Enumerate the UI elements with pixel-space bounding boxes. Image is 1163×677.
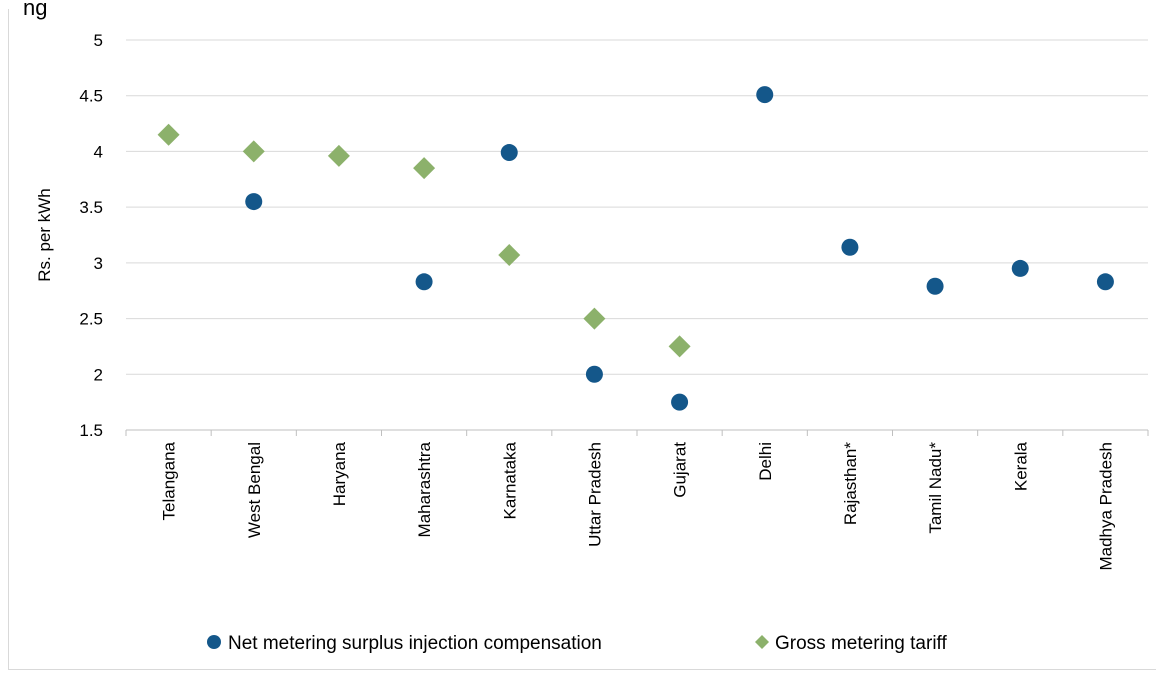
y-tick-label: 3 [94, 254, 103, 273]
data-points [157, 86, 1114, 411]
x-category-label: Kerala [1011, 441, 1030, 491]
y-tick-label: 4 [94, 142, 103, 161]
net-metering-point [245, 193, 263, 211]
legend-label-gross-metering: Gross metering tariff [775, 633, 947, 654]
gridlines [126, 39, 1148, 375]
y-axis-label: Rs. per kWh [35, 188, 54, 282]
y-axis-ticks: 1.5 2 2.5 3 3.5 4 4.5 5 [79, 31, 103, 440]
y-tick-label: 2.5 [79, 310, 103, 329]
legend: Net metering surplus injection compensat… [207, 633, 947, 654]
legend-label-net-metering: Net metering surplus injection compensat… [228, 633, 602, 654]
net-metering-point [756, 86, 774, 104]
gross-metering-point [498, 244, 521, 267]
gross-metering-point [583, 307, 606, 330]
x-category-label: Maharashtra [415, 441, 434, 537]
x-category-label: Uttar Pradesh [585, 442, 604, 547]
chart-title-fragment: ng [23, 0, 48, 20]
net-metering-point [926, 277, 944, 295]
x-axis-categories: Telangana West Bengal Haryana Maharashtra Ka… [125, 430, 1149, 571]
net-metering-point [500, 144, 518, 162]
x-category-label: Haryana [330, 441, 349, 506]
net-metering-point [1096, 273, 1114, 291]
gross-metering-point [157, 123, 180, 146]
y-tick-label: 2 [94, 365, 103, 384]
legend-marker-gross-metering [755, 635, 769, 649]
legend-marker-net-metering [207, 635, 221, 649]
x-category-label: Gujarat [671, 442, 690, 498]
chart-frame: ng [8, 0, 1156, 670]
net-metering-point [415, 273, 433, 291]
x-category-label: Tamil Nadu* [926, 442, 945, 534]
gross-metering-point [242, 140, 265, 163]
x-category-label: Rajasthan* [841, 442, 860, 526]
x-category-label: West Bengal [245, 442, 264, 538]
gross-metering-point [327, 144, 350, 167]
y-tick-label: 5 [94, 31, 103, 50]
x-category-label: Karnataka [500, 441, 519, 519]
gross-metering-point [413, 157, 436, 180]
x-category-label: Delhi [756, 442, 775, 481]
net-metering-point [841, 238, 859, 256]
net-metering-point [1011, 259, 1029, 277]
x-category-label: Telangana [160, 441, 179, 520]
net-metering-point [585, 365, 603, 383]
gross-metering-point [668, 335, 691, 358]
x-category-label: Madhya Pradesh [1096, 442, 1115, 571]
y-tick-label: 4.5 [79, 87, 103, 106]
y-tick-label: 3.5 [79, 198, 103, 217]
net-metering-point [671, 393, 689, 411]
y-tick-label: 1.5 [79, 421, 103, 440]
